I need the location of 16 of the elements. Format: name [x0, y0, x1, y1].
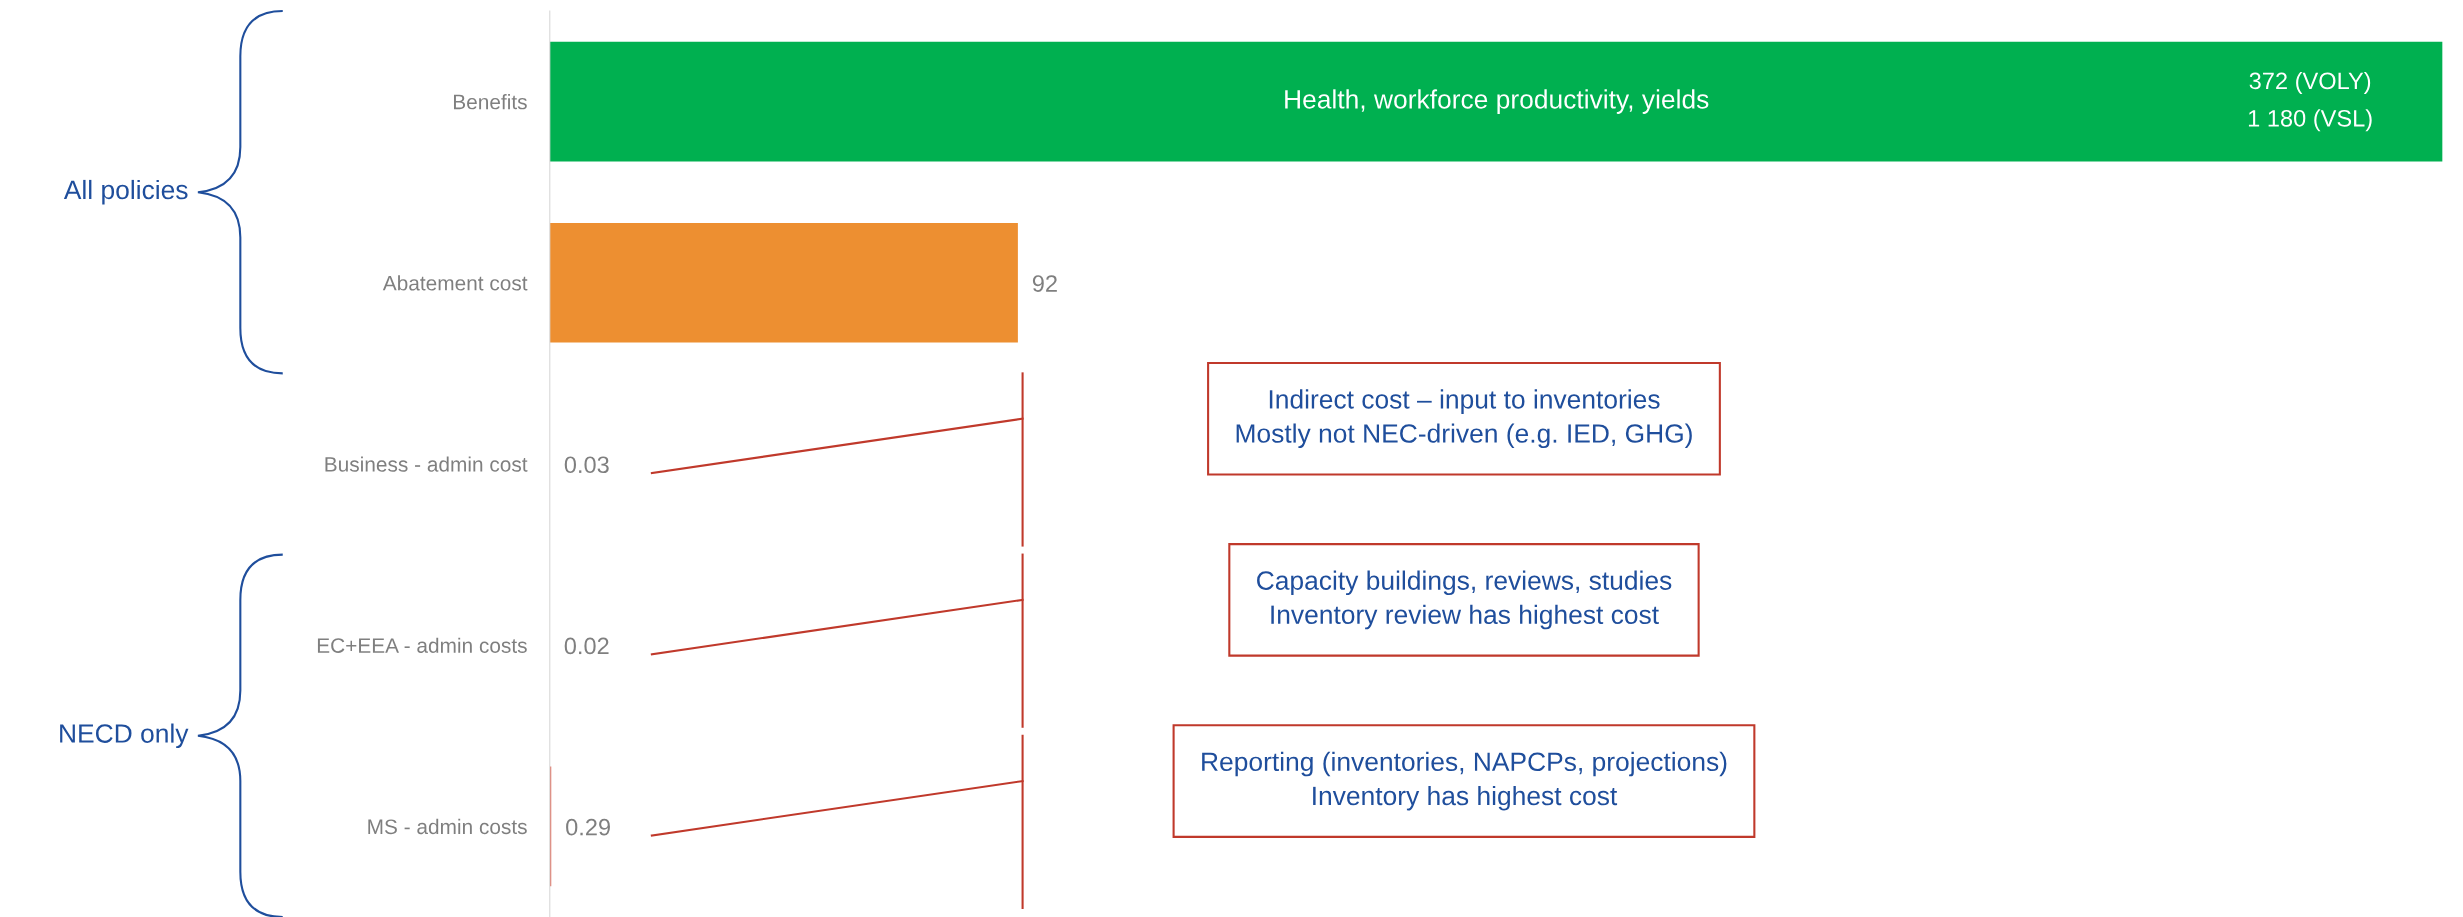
- y-tick-label: MS - admin costs: [368, 818, 527, 835]
- annotation: Indirect cost – input to inventories Mostly not NEC-driven (e.g. IED, GHG): [1236, 389, 1692, 449]
- data-label: 0.03: [564, 456, 609, 474]
- y-tick-label: Benefits: [453, 94, 527, 110]
- data-label: 0.02: [564, 637, 609, 655]
- data-label: 92: [1032, 275, 1057, 292]
- y-tick-label: EC+EEA - admin costs: [317, 637, 527, 653]
- text: NECD only: [60, 723, 189, 749]
- data-label: 372 (VOLY) 1 180 (VSL): [2248, 71, 2372, 132]
- annotation: Health, workforce productivity, yields: [1285, 89, 1709, 114]
- annotation: Capacity buildings, reviews, studies Inventory review has highest cost: [1257, 570, 1672, 630]
- text: All policies: [63, 179, 188, 205]
- y-tick-label: Business - admin cost: [325, 456, 528, 472]
- annotation: Reporting (inventories, NAPCPs, projections) Inventory has highest cost: [1202, 751, 1727, 811]
- data-label: 0.29: [566, 818, 610, 836]
- y-tick-label: Abatement cost: [382, 275, 528, 291]
